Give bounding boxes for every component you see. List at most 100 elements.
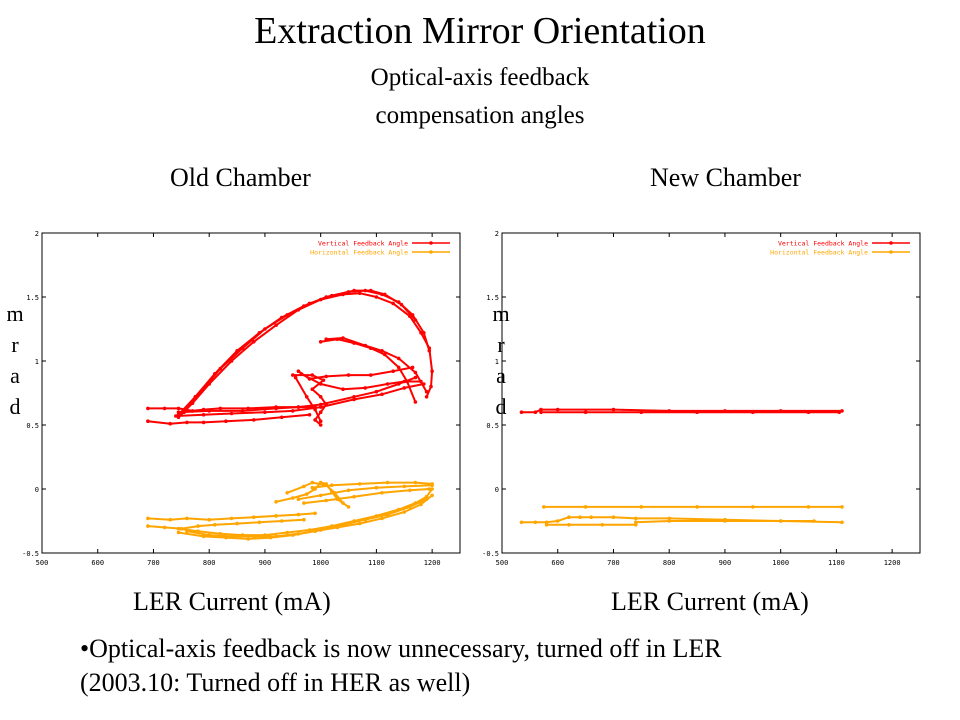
x-tick-label: 700 — [147, 559, 160, 567]
data-point — [246, 537, 250, 541]
data-point — [324, 374, 329, 379]
data-point — [330, 483, 334, 488]
y-axis-label-letter: d — [9, 394, 21, 419]
data-point — [422, 331, 426, 335]
data-point — [346, 373, 351, 377]
data-point — [196, 524, 200, 528]
data-point — [341, 523, 345, 527]
data-point — [168, 421, 172, 426]
data-point — [310, 480, 315, 485]
y-tick-label: 1.5 — [26, 294, 39, 302]
data-point — [600, 523, 605, 527]
data-point — [162, 406, 167, 411]
data-point — [383, 292, 387, 297]
data-point — [263, 327, 267, 331]
slide-title: Extraction Mirror Orientation — [254, 10, 706, 52]
data-point — [427, 487, 432, 491]
data-point — [240, 409, 245, 413]
data-point — [555, 519, 560, 523]
data-point — [318, 382, 323, 386]
data-point — [274, 534, 278, 539]
data-point — [310, 387, 315, 391]
data-point — [274, 500, 278, 504]
data-point — [218, 366, 223, 371]
data-point — [837, 410, 841, 414]
data-point — [396, 365, 401, 370]
data-point — [318, 493, 323, 498]
data-point — [583, 505, 588, 509]
data-point — [235, 521, 239, 526]
data-point — [324, 498, 329, 503]
data-point — [840, 505, 844, 509]
data-point — [639, 505, 644, 509]
note-line-1: •Optical-axis feedback is now unnecessar… — [80, 634, 722, 663]
data-point — [840, 409, 844, 413]
x-tick-label: 1200 — [424, 559, 441, 567]
plot-frame — [41, 232, 461, 554]
data-point — [318, 419, 323, 423]
data-point — [304, 492, 309, 496]
data-point — [402, 386, 407, 390]
data-point — [257, 520, 262, 525]
x-tick-label: 1100 — [368, 559, 385, 567]
data-point — [812, 519, 816, 523]
data-point — [751, 505, 755, 509]
x-tick-label: 1100 — [828, 559, 845, 567]
data-point — [263, 410, 267, 414]
data-point — [318, 340, 323, 344]
data-point — [229, 516, 234, 521]
data-point — [419, 502, 423, 507]
data-point — [207, 533, 211, 537]
data-point — [252, 515, 256, 519]
data-point — [168, 517, 172, 522]
data-point — [634, 523, 638, 527]
data-point — [352, 395, 356, 399]
legend-marker — [889, 241, 893, 245]
data-point — [302, 501, 306, 505]
data-point — [567, 515, 571, 519]
series-line — [298, 484, 433, 501]
data-point — [667, 519, 671, 523]
legend-marker — [429, 250, 433, 254]
data-point — [374, 295, 379, 299]
data-point — [589, 515, 593, 519]
data-point — [240, 346, 245, 350]
data-point — [427, 349, 432, 353]
data-point — [419, 379, 423, 384]
data-point — [176, 406, 181, 411]
data-point — [279, 415, 284, 420]
new-chamber-title: New Chamber — [650, 163, 801, 192]
data-point — [385, 512, 390, 517]
data-point — [146, 524, 150, 528]
data-point — [695, 505, 699, 509]
data-point — [207, 409, 211, 413]
y-axis-label-letter: r — [497, 332, 505, 357]
y-tick-label: -0.5 — [22, 550, 39, 558]
y-axis-label-letter: a — [496, 363, 506, 388]
data-point — [369, 373, 373, 377]
series-horizontal — [519, 505, 844, 527]
data-point — [229, 411, 234, 416]
data-point — [318, 402, 323, 407]
old-chamber-title: Old Chamber — [170, 163, 311, 192]
data-point — [346, 505, 351, 509]
series-line — [178, 488, 433, 537]
note-line-2: (2003.10: Turned off in HER as well) — [80, 668, 471, 697]
x-tick-label: 800 — [663, 559, 676, 567]
data-point — [413, 370, 418, 375]
data-point — [357, 482, 362, 486]
data-point — [324, 402, 329, 407]
data-point — [274, 406, 278, 411]
y-axis-label-letter: d — [495, 394, 507, 419]
data-point — [363, 386, 368, 390]
data-point — [408, 488, 412, 493]
data-point — [430, 493, 434, 498]
series-line — [294, 377, 322, 422]
data-point — [544, 520, 549, 525]
data-point — [611, 515, 616, 519]
data-point — [380, 349, 384, 353]
data-point — [533, 410, 538, 414]
y-tick-label: 2 — [495, 230, 499, 238]
data-point — [146, 419, 150, 423]
